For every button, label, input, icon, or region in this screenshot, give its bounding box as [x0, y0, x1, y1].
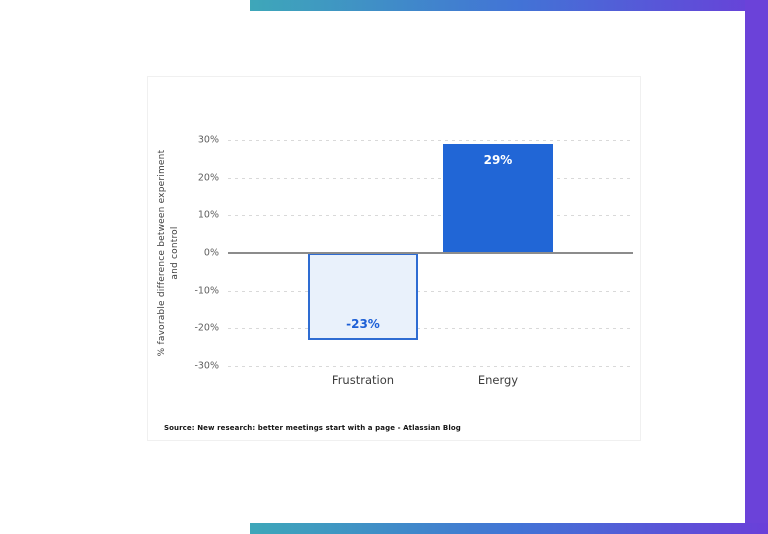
gridline	[228, 177, 633, 179]
y-axis-ticks: 30% 20% 10% 0% -10% -20% -30%	[148, 135, 219, 372]
gridline	[228, 215, 633, 217]
plot-area: -23% Frustration 29% Energy	[228, 140, 633, 387]
x-axis-label: Energy	[477, 373, 519, 387]
right-accent-strip	[745, 0, 768, 534]
gridline	[228, 140, 633, 141]
bar-value-label: -23%	[346, 316, 380, 331]
gridline	[228, 366, 633, 367]
chart-card: % favorable difference between experimen…	[147, 76, 641, 441]
y-tick-label: 0%	[203, 247, 219, 259]
gridline	[228, 328, 633, 330]
y-tick-label: 30%	[197, 134, 219, 146]
y-tick-label: -20%	[194, 322, 219, 334]
gridline	[228, 290, 633, 292]
bottom-gradient-bar	[250, 523, 768, 534]
y-tick-label: 10%	[197, 209, 219, 221]
zero-axis-line	[228, 252, 633, 254]
y-tick-label: -10%	[194, 285, 219, 297]
x-axis-label: Frustration	[331, 373, 395, 387]
bar-value-label: 29%	[483, 152, 513, 167]
y-tick-label: -30%	[194, 360, 219, 372]
top-gradient-bar	[250, 0, 768, 11]
source-text: Source: New research: better meetings st…	[164, 424, 461, 432]
bar-energy	[442, 143, 554, 253]
y-tick-label: 20%	[197, 172, 219, 184]
